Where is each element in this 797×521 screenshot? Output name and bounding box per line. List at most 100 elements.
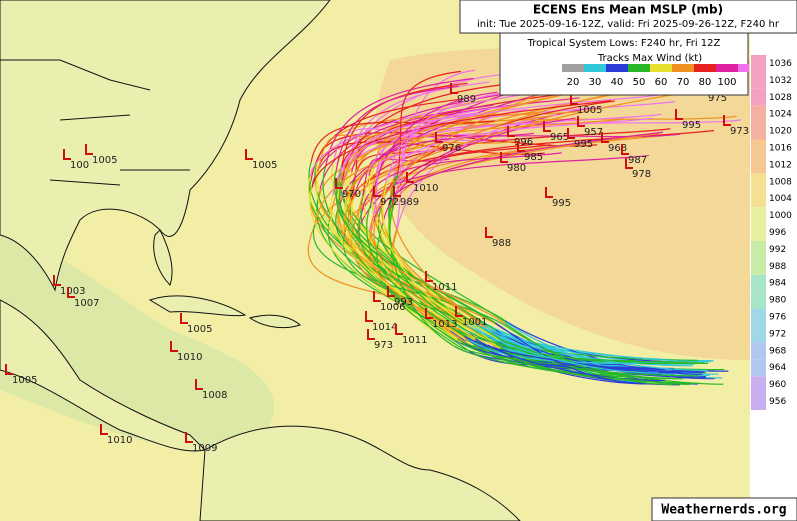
low-symbol [365, 311, 373, 322]
low-label: 1011 [432, 282, 457, 293]
track-segment [371, 94, 662, 168]
low-label: 965 [550, 132, 569, 143]
low-label: 976 [442, 143, 461, 154]
legend-label: 30 [589, 77, 602, 88]
low-label: 957 [584, 127, 603, 138]
low-symbol [387, 286, 395, 297]
colorbar-label: 984 [769, 279, 786, 289]
track-segment [373, 131, 664, 222]
colorbar-cell [751, 325, 766, 343]
legend-label: 100 [717, 77, 736, 88]
legend-swatch [606, 64, 628, 72]
track-segment [389, 195, 464, 329]
legend-label: 60 [655, 77, 668, 88]
track-segment [340, 97, 503, 192]
low-symbol [373, 186, 381, 197]
track-segment [340, 113, 662, 179]
low-symbol [335, 178, 343, 189]
track-segment [340, 73, 501, 180]
track-segment [361, 152, 562, 212]
track-segment [483, 324, 708, 372]
borders [0, 59, 190, 186]
track-segment [467, 338, 638, 365]
legend-subtitle: Tracks Max Wind (kt) [597, 53, 702, 64]
colorbar-label: 1004 [769, 194, 792, 204]
legend-swatch [628, 64, 650, 72]
land-central-america [0, 299, 207, 452]
low-symbol [543, 121, 551, 132]
colorbar-label: 1032 [769, 76, 792, 86]
low-symbol [185, 432, 193, 443]
low-label: 996 [514, 137, 533, 148]
colorbar-label: 972 [769, 329, 786, 339]
low-symbol [625, 158, 633, 169]
low-symbol [723, 115, 731, 126]
low-symbol [367, 329, 375, 340]
low-symbol [567, 128, 575, 139]
low-label: 1005 [92, 155, 117, 166]
track-segment [327, 213, 455, 336]
low-label: 1010 [413, 183, 438, 194]
colorbar-label: 1036 [769, 59, 792, 69]
track-segment [345, 132, 660, 231]
low-label: 1005 [577, 105, 602, 116]
low-symbol [601, 132, 609, 143]
low-symbol [5, 364, 13, 375]
low-symbol [485, 227, 493, 238]
low-symbol [170, 341, 178, 352]
low-label: 1001 [462, 317, 487, 328]
colorbar-label: 1028 [769, 93, 792, 103]
low-label: 987 [628, 155, 647, 166]
low-label: 1005 [187, 324, 212, 335]
track-segment [363, 128, 671, 193]
low-label: 1010 [107, 435, 132, 446]
low-symbol [577, 116, 585, 127]
colorbar-cell [751, 71, 766, 89]
low-label: 973 [730, 126, 749, 137]
track-segment [463, 322, 659, 374]
colorbar-cell [751, 122, 766, 140]
low-symbol [517, 141, 525, 152]
legend-label: 70 [677, 77, 690, 88]
low-label: 970 [342, 189, 361, 200]
colorbar-label: 996 [769, 228, 786, 238]
low-label: 1013 [432, 319, 457, 330]
low-symbol [393, 186, 401, 197]
legend-swatch [694, 64, 716, 72]
title-box [459, 0, 797, 34]
title: ECENS Ens Mean MSLP (mb) [533, 3, 723, 17]
low-symbol [425, 271, 433, 282]
track-segment [368, 167, 497, 345]
colorbar-label: 1000 [769, 211, 792, 221]
watermark-box [651, 497, 797, 521]
low-label: 1014 [372, 322, 397, 333]
low-markers: 9899100597599597397699696595799596898598… [5, 63, 749, 454]
track-segment [397, 70, 462, 175]
colorbar-label: 1016 [769, 143, 792, 153]
low-label: 995 [552, 198, 571, 209]
track-segment [309, 187, 462, 344]
low-symbol [500, 152, 508, 163]
track-segment [384, 117, 653, 184]
colorbar-label: 956 [769, 397, 786, 407]
low-label: 989 [457, 94, 476, 105]
colorbar-cell [751, 173, 766, 191]
legend-scale: 20 30 40 50 60 70 80 100 [562, 64, 749, 88]
track-segment [310, 98, 461, 180]
track-segment [363, 175, 458, 340]
colorbar-cell [751, 359, 766, 377]
track-segment [350, 129, 715, 202]
low-label: 985 [524, 152, 543, 163]
colorbar-cell [751, 88, 766, 106]
land-florida [153, 229, 173, 286]
legend-swatch [738, 64, 749, 72]
low-symbol [63, 149, 71, 160]
low-symbol [245, 149, 253, 160]
track-segment [376, 223, 458, 346]
track-segment [325, 77, 474, 166]
track-segment [343, 212, 508, 332]
colorbar-label: 1024 [769, 110, 792, 120]
low-label: 1005 [12, 375, 37, 386]
low-label: 1007 [74, 298, 99, 309]
track-segment [368, 133, 681, 176]
